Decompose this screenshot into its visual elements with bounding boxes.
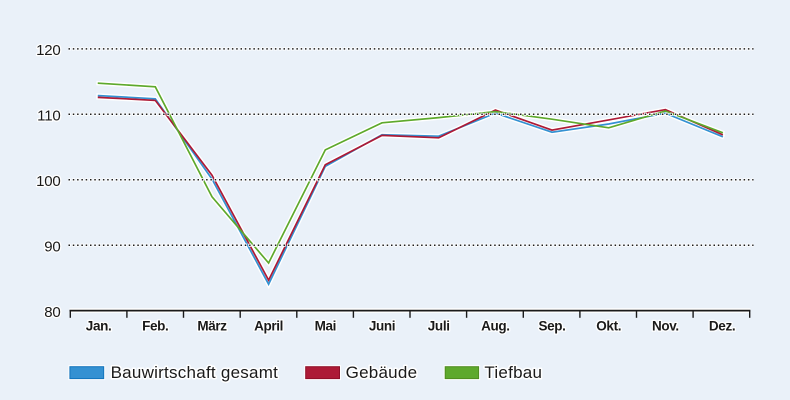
svg-text:Mai: Mai	[315, 319, 336, 334]
svg-text:März: März	[197, 319, 227, 334]
svg-text:80: 80	[44, 304, 60, 321]
svg-text:Sep.: Sep.	[538, 319, 565, 334]
svg-text:90: 90	[44, 238, 60, 255]
svg-text:Juni: Juni	[369, 319, 395, 334]
svg-text:Gebäude: Gebäude	[346, 363, 418, 382]
svg-text:April: April	[254, 319, 283, 334]
svg-text:Nov.: Nov.	[652, 319, 679, 334]
svg-text:Tiefbau: Tiefbau	[484, 363, 542, 382]
svg-text:110: 110	[37, 108, 60, 125]
svg-text:Okt.: Okt.	[596, 319, 621, 334]
svg-text:100: 100	[36, 173, 60, 190]
svg-text:Bauwirtschaft gesamt: Bauwirtschaft gesamt	[111, 363, 279, 382]
svg-text:Jan.: Jan.	[86, 319, 112, 334]
svg-text:Feb.: Feb.	[142, 319, 168, 334]
svg-text:120: 120	[36, 42, 60, 59]
svg-text:Juli: Juli	[428, 319, 450, 334]
svg-text:Aug.: Aug.	[481, 319, 510, 334]
svg-text:Dez.: Dez.	[709, 319, 735, 334]
